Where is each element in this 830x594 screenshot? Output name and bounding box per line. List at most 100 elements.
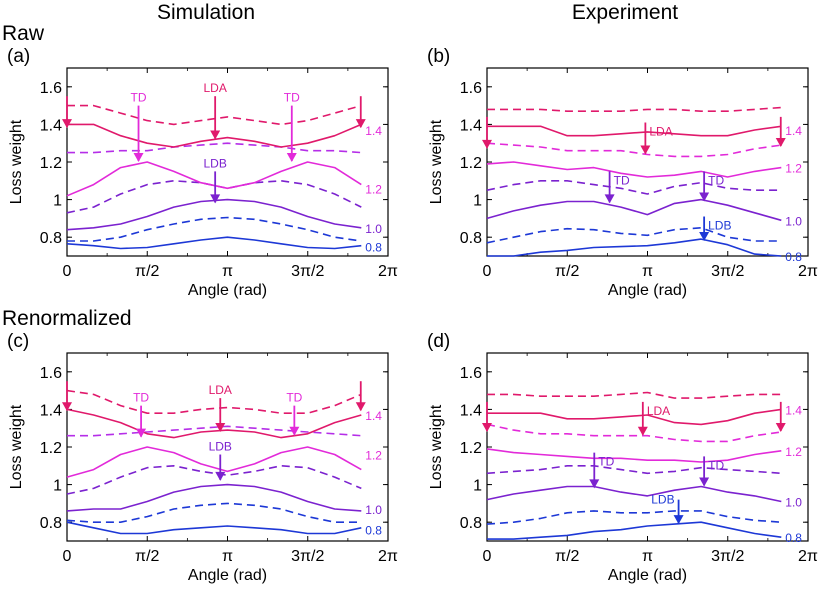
series-line-3 [66,464,362,495]
y-axis-label: Loss weight [428,404,445,489]
x-axis-label: Angle (rad) [608,567,687,584]
annotation-label: TD [286,391,302,405]
x-tick-label: 2π [798,548,818,565]
series-end-label: 1.4 [785,124,802,138]
series-line-6 [67,123,362,148]
annotation-label: TD [284,91,300,105]
series-line-6 [66,408,362,439]
y-tick-label: 1.6 [460,365,482,382]
plot-frame [66,67,389,257]
annotation-arrow-head [136,428,147,438]
panel-a: (a) 0.8 1 1.2 1.4 1.6 0 π/2 π 3π/2 2π Angle (rad) Lo… [7,46,398,299]
plot-frame [486,67,809,257]
series-line-6 [487,125,782,137]
annotation-label: TD [708,458,724,472]
x-tick-label: π/2 [135,548,159,565]
x-axis-label: Angle (rad) [608,282,687,299]
series-line-2 [66,198,362,231]
y-tick-label: 0.8 [40,230,62,247]
x-tick-label: 3π/2 [291,263,324,280]
series-end-label: 1.2 [785,162,802,176]
column-title-experiment: Experiment [572,1,678,24]
x-tick-label: π [222,263,233,280]
x-tick-label: 3π/2 [711,263,744,280]
x-tick-label: π [222,548,233,565]
annotation-arrow-head [62,402,72,412]
series-line-2 [66,483,362,512]
series-end-label: 1.2 [365,449,382,463]
x-tick-label: π/2 [135,263,159,280]
y-tick-label: 1.6 [40,80,62,97]
y-tick-label: 1.6 [40,365,62,382]
y-tick-label: 0.8 [460,230,482,247]
x-tick-label: 3π/2 [291,548,324,565]
annotation-label: LDA [203,81,226,95]
annotation-arrow-head [699,477,710,487]
annotation-arrow-head [482,422,492,432]
y-tick-label: 1 [53,193,62,210]
series-line-0 [487,521,782,540]
y-tick-label: 0.8 [460,515,482,532]
series-line-4 [66,161,362,197]
annotation-arrow-head [215,422,226,432]
x-tick-label: 2π [378,263,398,280]
series-line-5 [67,425,362,437]
panel-label: (a) [7,46,30,67]
x-tick-label: π/2 [555,263,579,280]
row-title-raw: Raw [2,22,45,45]
annotation-arrow-head [355,119,366,129]
annotation-arrow-head [589,479,600,489]
series-line-7 [487,106,782,112]
series-end-label: 0.8 [785,531,802,545]
series-line-2 [486,198,782,222]
annotation-arrow-head [133,153,144,162]
series-line-4 [486,448,782,463]
column-title-simulation: Simulation [157,1,255,24]
series-line-3 [66,180,362,214]
series-end-label: 1.4 [785,403,802,417]
series-end-label: 1.2 [365,182,382,196]
x-tick-label: 2π [798,263,818,280]
series-line-5 [486,423,782,443]
panel-label: (b) [427,46,450,67]
series-line-7 [66,389,362,415]
series-end-label: 1.0 [365,503,382,517]
series-line-5 [67,142,362,154]
series-line-1 [67,216,362,242]
annotation-label: LDA [647,404,670,418]
panel-d: (d) 0.8 1 1.2 1.4 1.6 0 π/2 π 3π/2 2π Angle (rad) Lo… [427,331,818,584]
annotation-arrow-head [210,194,221,204]
y-axis-label: Loss weight [8,404,25,489]
annotation-label: LDB [708,219,731,233]
annotation-arrow-head [210,130,221,140]
y-tick-label: 1.4 [460,402,482,419]
series-end-label: 1.0 [785,214,802,228]
y-tick-label: 1.2 [40,440,62,457]
annotation-arrow-head [482,139,492,149]
annotation-arrow-head [604,194,615,204]
series-end-label: 1.4 [365,124,382,138]
series-line-1 [66,502,362,524]
annotation-label: LDA [209,383,232,397]
y-tick-label: 1.2 [40,155,62,172]
series-line-3 [486,464,782,475]
annotation-label: LDB [203,156,226,170]
series-line-0 [487,238,782,257]
x-tick-label: π/2 [555,548,579,565]
y-tick-label: 1.4 [40,402,62,419]
series-end-label: 1.2 [785,445,802,459]
series-end-label: 0.8 [365,524,382,538]
series-line-4 [486,161,782,178]
annotation-arrow-head [355,402,366,412]
annotation-label: TD [708,173,724,187]
series-line-0 [66,236,362,250]
series-line-5 [486,142,782,158]
annotation-arrow-head [775,422,786,432]
y-tick-label: 1.2 [460,155,482,172]
series-line-0 [66,521,362,535]
annotation-arrow-head [699,231,710,241]
annotation-label: TD [131,91,147,105]
annotation-arrow-head [62,119,72,129]
y-tick-label: 1.4 [40,117,62,134]
series-end-label: 0.8 [785,250,802,264]
